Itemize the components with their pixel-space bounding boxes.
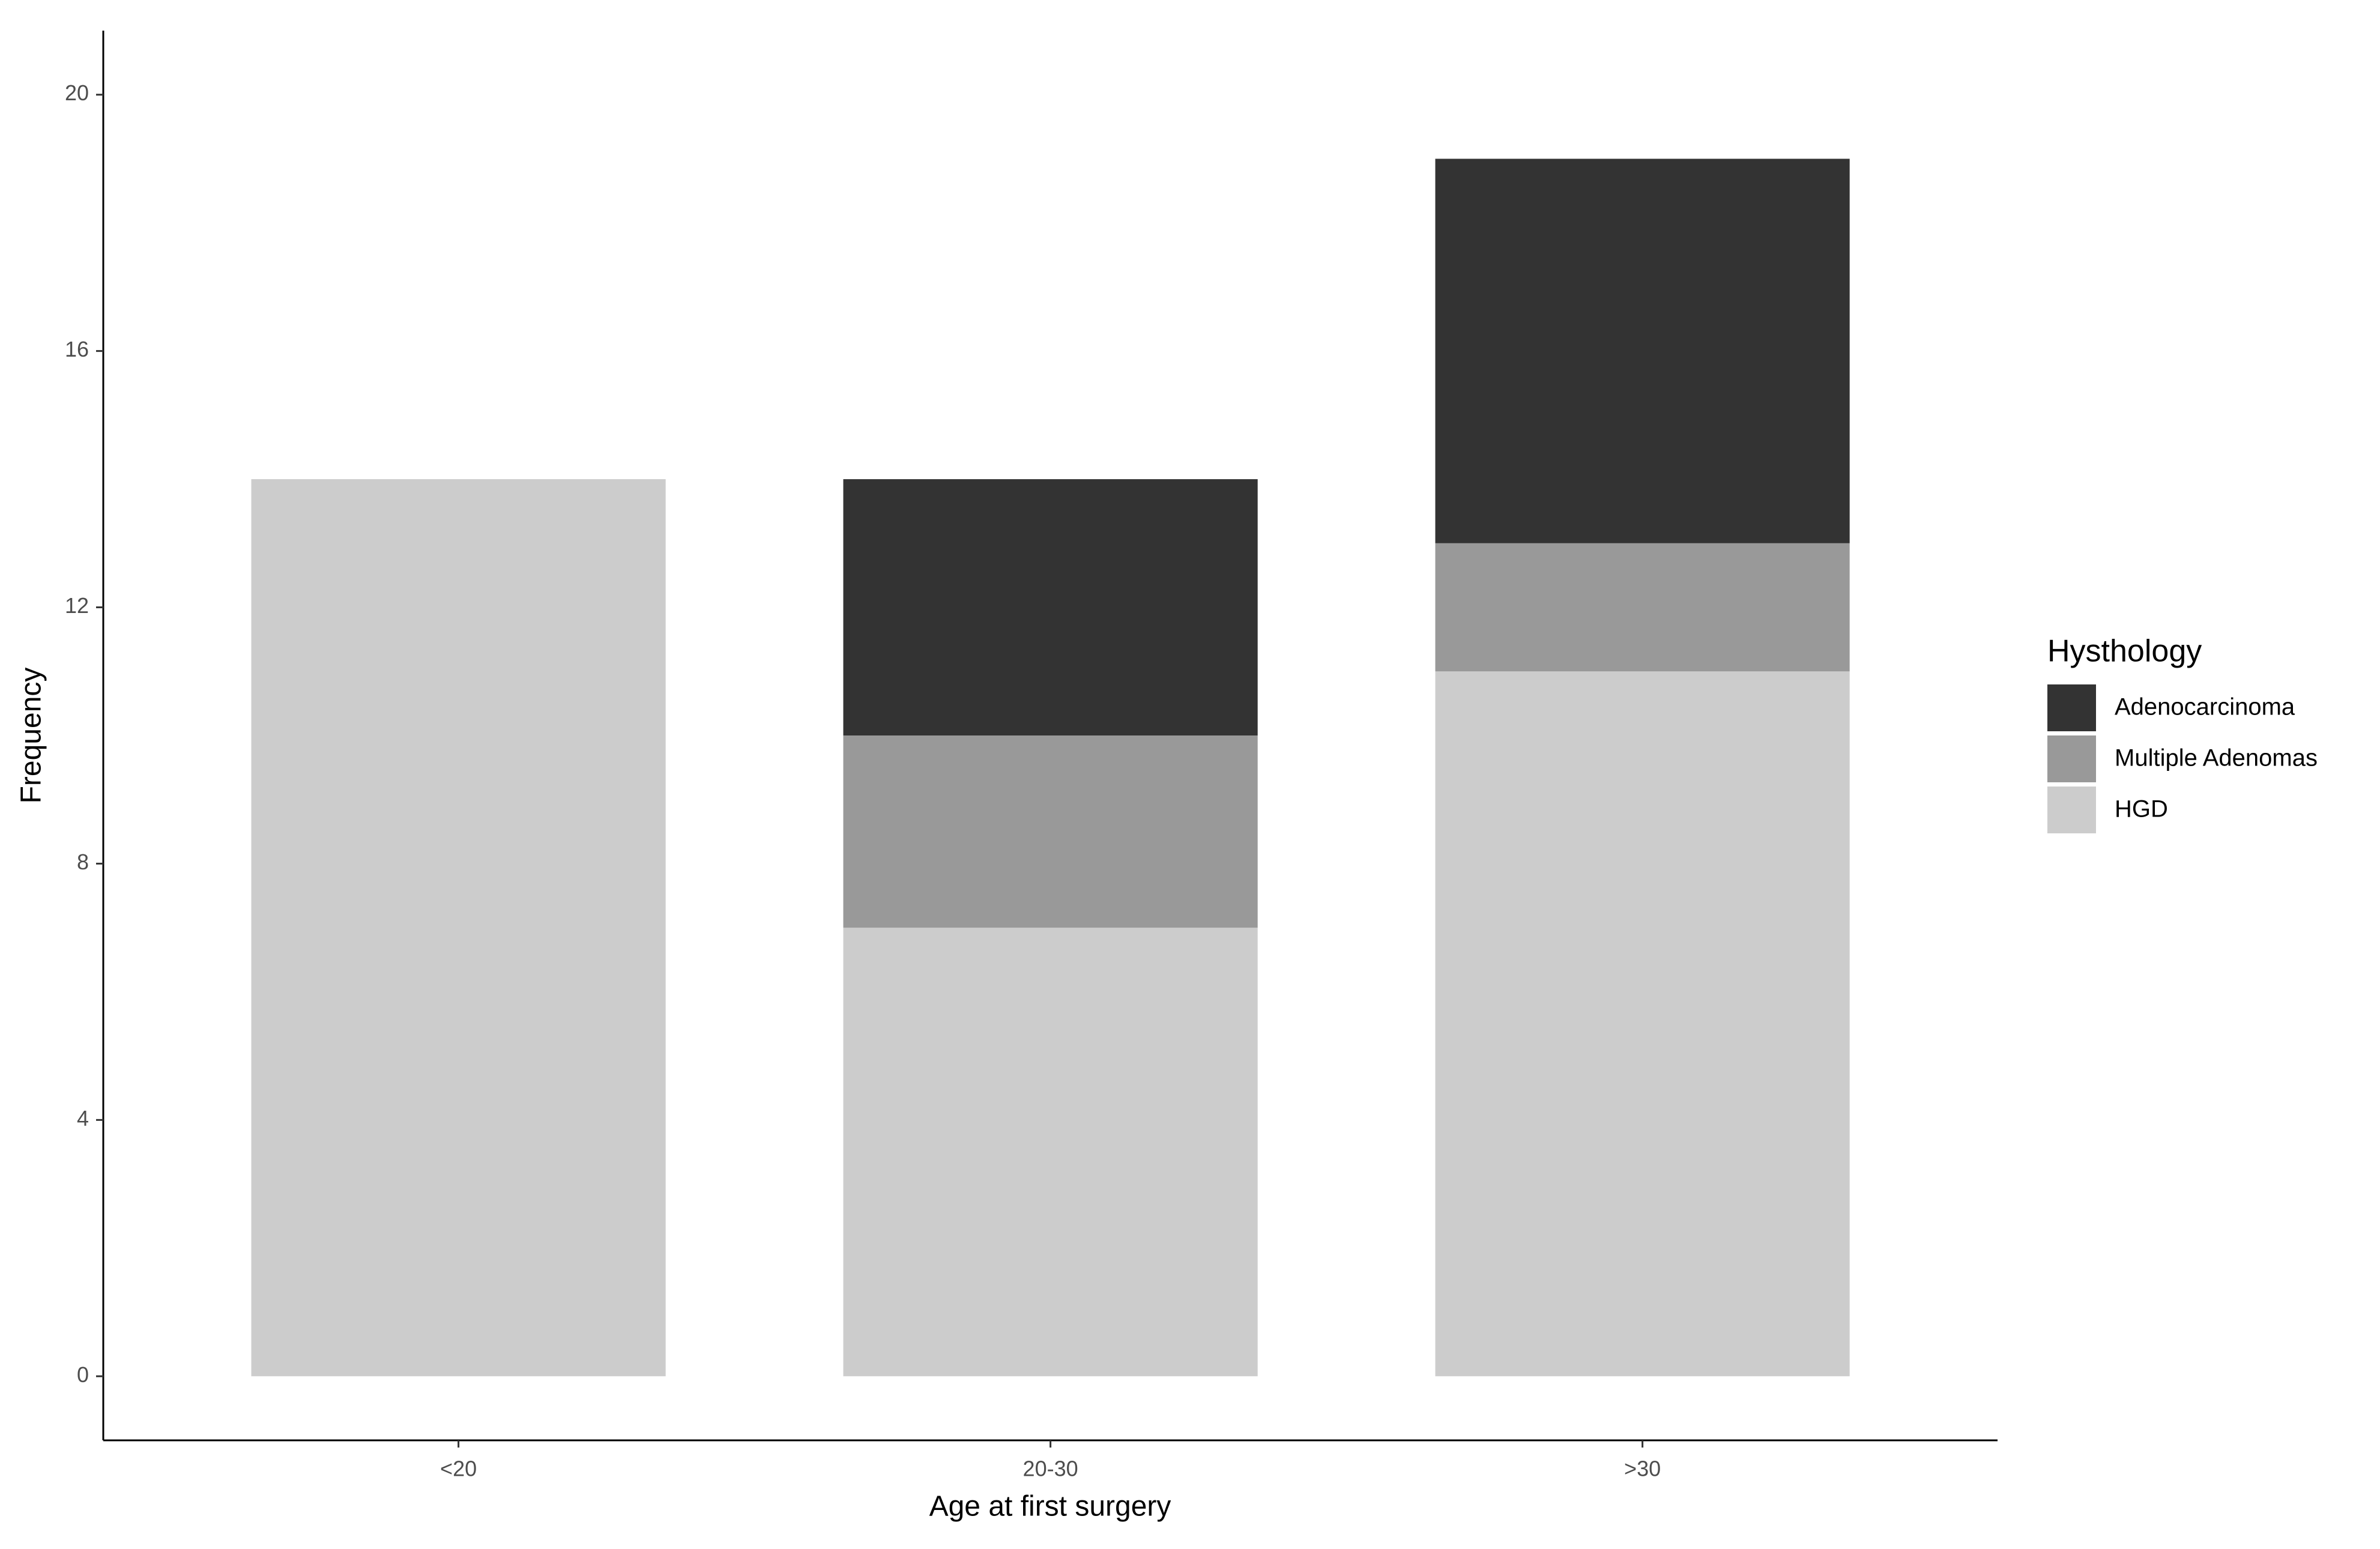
bar-segment — [1435, 543, 1850, 672]
x-tick-label: >30 — [1624, 1457, 1661, 1481]
legend-label: Multiple Adenomas — [2115, 745, 2318, 771]
legend-key — [2047, 735, 2096, 782]
legend-key — [2047, 787, 2096, 833]
y-tick-label: 16 — [65, 337, 89, 361]
bar-segment — [843, 735, 1258, 928]
bar-segment — [251, 479, 666, 1377]
legend-label: HGD — [2115, 796, 2168, 823]
y-tick-label: 8 — [77, 850, 89, 874]
x-tick-label: <20 — [440, 1457, 477, 1481]
bar-segment — [1435, 159, 1850, 543]
y-tick-label: 4 — [77, 1106, 89, 1131]
legend-label: Adenocarcinoma — [2115, 694, 2295, 720]
bar-segment — [843, 928, 1258, 1377]
y-tick-label: 20 — [65, 80, 89, 105]
y-tick-label: 0 — [77, 1362, 89, 1387]
legend-key — [2047, 684, 2096, 731]
bar-segment — [843, 479, 1258, 735]
legend-title: Hysthology — [2047, 634, 2202, 669]
x-axis-title: Age at first surgery — [929, 1491, 1171, 1523]
y-axis-title: Frequency — [16, 668, 47, 804]
bar-segment — [1435, 671, 1850, 1377]
x-tick-label: 20-30 — [1023, 1457, 1078, 1481]
y-tick-label: 12 — [65, 593, 89, 618]
